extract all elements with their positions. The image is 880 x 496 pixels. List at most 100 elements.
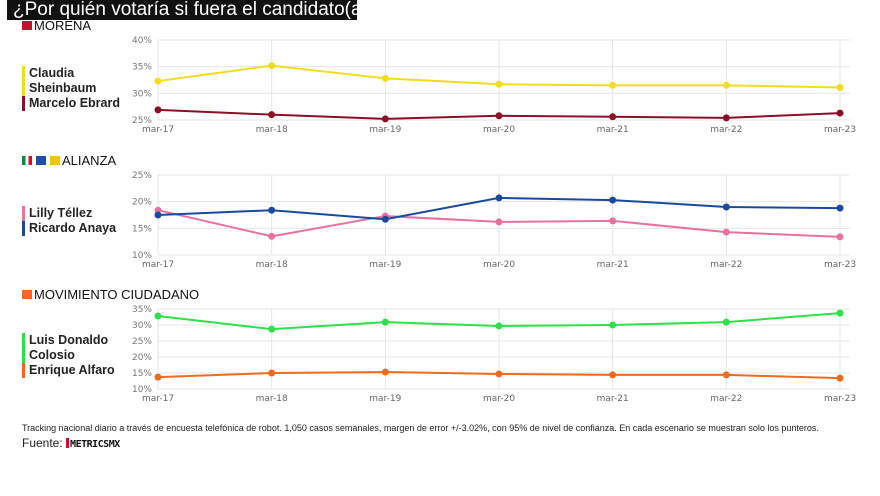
- metricsmx-logo-icon: [66, 438, 70, 448]
- x-tick-label: mar-23: [824, 394, 856, 404]
- x-tick-label: mar-21: [597, 260, 629, 270]
- data-point: [154, 312, 162, 320]
- data-point: [381, 318, 389, 326]
- y-tick-label: 20%: [132, 353, 152, 363]
- x-tick-label: mar-23: [824, 125, 856, 135]
- source: Fuente: METRICSMX: [22, 436, 120, 450]
- data-point: [154, 211, 162, 219]
- data-point: [268, 62, 276, 70]
- section-mc: MOVIMIENTO CIUDADANO: [22, 287, 199, 302]
- y-tick-label: 15%: [132, 224, 152, 234]
- legend-item: Lilly Téllez: [22, 206, 116, 221]
- methodology-note: Tracking nacional diario a través de enc…: [22, 423, 819, 433]
- data-point: [495, 194, 503, 202]
- data-point: [154, 106, 162, 114]
- pan-logo-icon: [36, 156, 46, 165]
- data-point: [381, 74, 389, 82]
- x-tick-label: mar-17: [142, 394, 174, 404]
- legend-label: Marcelo Ebrard: [29, 96, 121, 110]
- y-tick-label: 30%: [132, 89, 152, 99]
- section-title: MORENA: [34, 18, 92, 33]
- x-tick-label: mar-20: [483, 125, 515, 135]
- section-alianza: ALIANZA: [22, 153, 116, 168]
- data-point: [609, 81, 617, 89]
- data-point: [154, 77, 162, 85]
- page-title: ¿Por quién votaría si fuera el candidato…: [7, 0, 357, 20]
- legend-label: Colosio: [29, 348, 75, 362]
- legend-mc: Luis Donaldo Colosio Enrique Alfaro: [22, 333, 115, 378]
- prd-logo-icon: [50, 156, 60, 165]
- legend-item: Ricardo Anaya: [22, 221, 116, 236]
- x-tick-label: mar-22: [710, 125, 742, 135]
- data-point: [836, 233, 844, 241]
- data-point: [495, 322, 503, 330]
- data-point: [609, 113, 617, 121]
- x-tick-label: mar-19: [369, 260, 401, 270]
- x-tick-label: mar-23: [824, 260, 856, 270]
- legend-label: Enrique Alfaro: [29, 363, 115, 377]
- data-point: [268, 369, 276, 377]
- x-tick-label: mar-21: [597, 394, 629, 404]
- legend-label: Claudia: [29, 66, 75, 80]
- data-point: [381, 115, 389, 123]
- legend-label: Lilly Téllez: [29, 206, 93, 220]
- y-tick-label: 10%: [132, 385, 152, 395]
- data-point: [495, 80, 503, 88]
- data-point: [722, 228, 730, 236]
- data-point: [268, 206, 276, 214]
- data-point: [609, 217, 617, 225]
- x-tick-label: mar-20: [483, 260, 515, 270]
- data-point: [268, 232, 276, 240]
- data-point: [836, 83, 844, 91]
- x-tick-label: mar-17: [142, 260, 174, 270]
- pri-logo-icon: [22, 156, 32, 165]
- data-point: [495, 112, 503, 120]
- data-point: [154, 373, 162, 381]
- x-tick-label: mar-22: [710, 394, 742, 404]
- legend-alianza: Lilly Téllez Ricardo Anaya: [22, 206, 116, 236]
- data-point: [495, 218, 503, 226]
- data-point: [722, 371, 730, 379]
- x-tick-label: mar-21: [597, 125, 629, 135]
- data-point: [495, 370, 503, 378]
- legend-label: Luis Donaldo: [29, 333, 109, 347]
- data-point: [836, 109, 844, 117]
- y-tick-label: 20%: [132, 198, 152, 208]
- data-point: [722, 203, 730, 211]
- y-tick-label: 35%: [132, 305, 152, 315]
- legend-item: Luis Donaldo Colosio: [22, 333, 115, 363]
- legend-label: Sheinbaum: [29, 81, 97, 95]
- data-point: [381, 368, 389, 376]
- legend-label: Ricardo Anaya: [29, 221, 117, 235]
- metricsmx-brand: METRICSMX: [70, 439, 120, 450]
- y-tick-label: 35%: [132, 63, 152, 73]
- data-point: [722, 114, 730, 122]
- data-point: [836, 374, 844, 382]
- y-tick-label: 25%: [132, 116, 152, 126]
- y-tick-label: 30%: [132, 321, 152, 331]
- data-point: [381, 215, 389, 223]
- section-morena: MORENA: [22, 18, 91, 33]
- section-title: ALIANZA: [62, 153, 117, 168]
- legend-item: Claudia Sheinbaum: [22, 66, 120, 96]
- x-tick-label: mar-18: [256, 260, 288, 270]
- legend-morena: Claudia Sheinbaum Marcelo Ebrard: [22, 66, 120, 111]
- y-tick-label: 10%: [132, 251, 152, 261]
- section-title: MOVIMIENTO CIUDADANO: [34, 287, 200, 302]
- data-point: [609, 371, 617, 379]
- y-tick-label: 25%: [132, 171, 152, 181]
- x-tick-label: mar-19: [369, 125, 401, 135]
- data-point: [722, 81, 730, 89]
- data-point: [268, 111, 276, 119]
- data-point: [154, 206, 162, 214]
- legend-item: Marcelo Ebrard: [22, 96, 120, 111]
- data-point: [836, 309, 844, 317]
- x-tick-label: mar-17: [142, 125, 174, 135]
- y-tick-label: 25%: [132, 337, 152, 347]
- x-tick-label: mar-18: [256, 394, 288, 404]
- data-point: [722, 318, 730, 326]
- source-label: Fuente:: [22, 436, 63, 450]
- y-tick-label: 40%: [132, 36, 152, 46]
- x-tick-label: mar-19: [369, 394, 401, 404]
